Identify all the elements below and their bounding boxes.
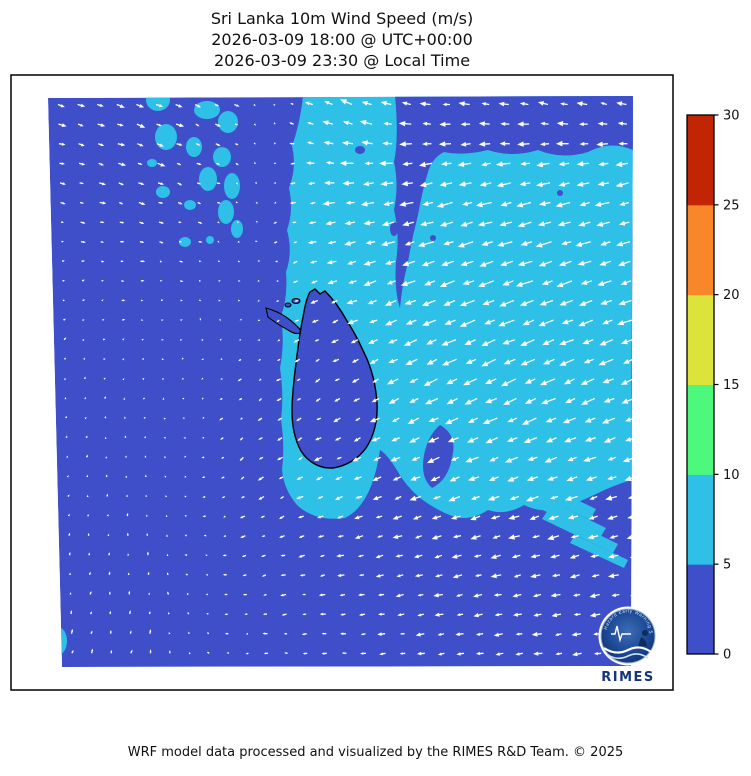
mid-wind-patch [218, 111, 238, 133]
colorbar-segment [687, 115, 714, 206]
sri-lanka-coastline [291, 288, 378, 469]
colorbar: 0 5 10 15 20 25 30 [686, 109, 740, 663]
mid-wind-patch [179, 237, 191, 247]
colorbar-segment [687, 474, 714, 565]
logo-figure-icon [642, 630, 648, 636]
mid-wind-patch [184, 200, 196, 210]
india-islet [284, 302, 292, 308]
mid-wind-patch [146, 96, 170, 111]
mid-wind-streak [494, 463, 596, 520]
colorbar-segment [687, 564, 714, 655]
colorbar-segment [687, 204, 714, 296]
low-wind-speck [390, 222, 398, 236]
colorbar-tick-label: 10 [723, 468, 740, 483]
plot-title-block: Sri Lanka 10m Wind Speed (m/s) 2026-03-0… [11, 8, 673, 71]
plot-title: Sri Lanka 10m Wind Speed (m/s) [210, 9, 474, 28]
mid-wind-patch [213, 147, 231, 167]
mid-wind-patch [147, 159, 157, 167]
mid-wind-patch [231, 220, 243, 238]
mid-wind-patch [199, 167, 217, 191]
low-wind-speck [557, 190, 563, 196]
colorbar-segment [687, 384, 714, 475]
logo-wave-icon [603, 646, 652, 654]
mid-wind-patch [224, 173, 240, 199]
colorbar-tick-label: 0 [723, 648, 731, 663]
logo-wave2-icon [607, 653, 649, 660]
wind-arrows [57, 99, 633, 657]
mid-wind-streak [542, 510, 618, 553]
mid-wind-streak [570, 535, 628, 568]
low-wind-speck [355, 146, 365, 154]
logo-disc [600, 608, 656, 664]
colorbar-tick-label: 15 [723, 378, 740, 393]
mid-wind-patch [186, 137, 202, 157]
footer-caption: WRF model data processed and visualized … [127, 745, 624, 760]
mid-wind-patch [218, 200, 234, 224]
mid-wind-patch [194, 101, 220, 119]
colorbar-tick-label: 30 [723, 109, 740, 124]
logo-waveform-icon [611, 625, 631, 643]
mid-wind-patch [156, 186, 170, 198]
logo-figure-body [638, 637, 647, 647]
colorbar-tick-label: 5 [723, 558, 731, 573]
arrow-heads [60, 99, 633, 657]
colorbar-tick-label: 20 [723, 288, 740, 303]
wind-field-map [48, 96, 633, 667]
plot-subtitle-utc: 2026-03-09 18:00 @ UTC+00:00 [211, 30, 473, 49]
logo-brand-text: RIMES [601, 670, 655, 685]
low-wind-wedge [394, 96, 633, 308]
low-wind-speck [430, 235, 436, 241]
plot-subtitle-local: 2026-03-09 23:30 @ Local Time [213, 51, 471, 70]
mid-wind-patch [206, 236, 214, 244]
mid-wind-streak [516, 487, 606, 538]
colorbar-tick-label: 25 [723, 198, 740, 213]
mid-wind-patch [155, 124, 177, 150]
colorbar-segment [687, 294, 714, 385]
